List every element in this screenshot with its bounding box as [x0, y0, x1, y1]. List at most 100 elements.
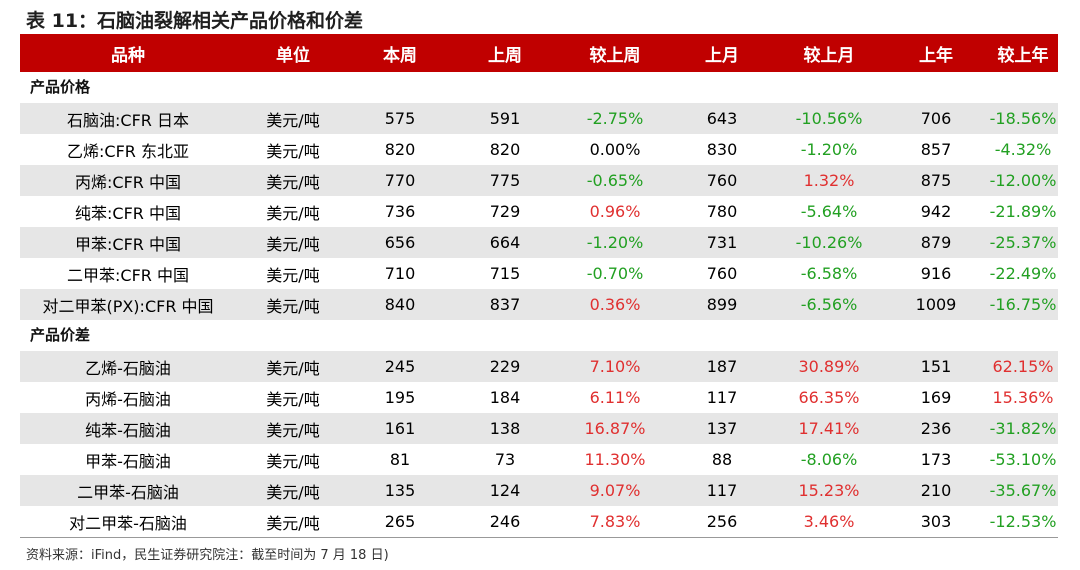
table-row: 对二甲苯(PX):CFR 中国 美元/吨 840 837 0.36% 899 -6.56% 1… [20, 289, 1058, 320]
cell-vs-last-month: -10.26% [795, 233, 863, 252]
cell-unit: 美元/吨 [266, 265, 320, 285]
cell-vs-last-week: 0.00% [589, 140, 641, 159]
cell-vs-last-week: 7.10% [589, 357, 641, 376]
cell-vs-last-week: 16.87% [584, 419, 646, 438]
cell-vs-last-month: -10.56% [795, 109, 863, 128]
cell-variety: 纯苯:CFR 中国 [75, 203, 181, 223]
table-header: 品种 单位 本周 上周 较上周 上月 较上月 上年 较上年 [20, 34, 1058, 72]
cell-vs-last-week: -1.20% [586, 233, 644, 252]
cell-last-year: 169 [920, 388, 952, 407]
cell-variety: 二甲苯:CFR 中国 [67, 265, 189, 285]
cell-last-year: 942 [920, 202, 952, 221]
cell-last-year: 151 [920, 357, 952, 376]
cell-vs-last-month: 1.32% [803, 171, 855, 190]
cell-vs-last-month: -1.20% [800, 140, 858, 159]
header-unit: 单位 [276, 45, 310, 66]
cell-unit: 美元/吨 [266, 451, 320, 471]
cell-vs-last-month: -6.58% [800, 264, 858, 283]
cell-this-week: 656 [384, 233, 416, 252]
cell-last-week: 246 [489, 512, 521, 531]
cell-vs-last-year: -18.56% [989, 109, 1057, 128]
cell-vs-last-year: 62.15% [992, 357, 1054, 376]
cell-last-week: 664 [489, 233, 521, 252]
cell-last-month: 643 [706, 109, 738, 128]
cell-last-week: 729 [489, 202, 521, 221]
section-title-spreads: 产品价差 [30, 326, 91, 344]
cell-unit: 美元/吨 [266, 389, 320, 409]
cell-last-month: 256 [706, 512, 738, 531]
table-row: 甲苯:CFR 中国 美元/吨 656 664 -1.20% 731 -10.26% 879 -2… [20, 227, 1058, 258]
cell-vs-last-year: -22.49% [989, 264, 1057, 283]
cell-vs-last-month: -6.56% [800, 295, 858, 314]
cell-vs-last-month: 3.46% [803, 512, 855, 531]
cell-vs-last-week: -0.70% [586, 264, 644, 283]
table-row: 乙烯-石脑油 美元/吨 245 229 7.10% 187 30.89% 151 62.15% [20, 351, 1058, 382]
cell-unit: 美元/吨 [266, 420, 320, 440]
table-row: 二甲苯:CFR 中国 美元/吨 710 715 -0.70% 760 -6.58% 916 -2… [20, 258, 1058, 289]
cell-last-week: 73 [494, 450, 516, 469]
cell-this-week: 710 [384, 264, 416, 283]
cell-this-week: 575 [384, 109, 416, 128]
cell-variety: 丙烯:CFR 中国 [75, 172, 181, 192]
cell-vs-last-week: 0.96% [589, 202, 641, 221]
cell-last-week: 715 [489, 264, 521, 283]
cell-vs-last-week: 7.83% [589, 512, 641, 531]
spreads-body: 乙烯-石脑油 美元/吨 245 229 7.10% 187 30.89% 151 62.15% 丙… [20, 351, 1058, 538]
header-vs-last-year: 较上年 [997, 45, 1049, 66]
cell-vs-last-month: 15.23% [798, 481, 860, 500]
cell-last-month: 899 [706, 295, 738, 314]
cell-vs-last-month: 66.35% [798, 388, 860, 407]
cell-unit: 美元/吨 [266, 172, 320, 192]
cell-last-week: 591 [489, 109, 521, 128]
data-table: 品种 单位 本周 上周 较上周 上月 较上月 上年 较上年 产品价格 石脑油:C… [20, 34, 1058, 538]
table-row: 纯苯:CFR 中国 美元/吨 736 729 0.96% 780 -5.64% 942 -21.… [20, 196, 1058, 227]
cell-variety: 对二甲苯(PX):CFR 中国 [42, 296, 214, 316]
cell-last-year: 1009 [915, 295, 957, 314]
cell-vs-last-week: 6.11% [589, 388, 641, 407]
cell-vs-last-week: 9.07% [589, 481, 641, 500]
cell-unit: 美元/吨 [266, 358, 320, 378]
cell-unit: 美元/吨 [266, 203, 320, 223]
table-caption: 表 11：石脑油裂解相关产品价格和价差 [26, 10, 364, 32]
cell-variety: 对二甲苯-石脑油 [69, 513, 187, 533]
table-row: 乙烯:CFR 东北亚 美元/吨 820 820 0.00% 830 -1.20% 857 -4.… [20, 134, 1058, 165]
table-row: 石脑油:CFR 日本 美元/吨 575 591 -2.75% 643 -10.56% 706 -… [20, 103, 1058, 134]
cell-last-year: 875 [920, 171, 952, 190]
cell-variety: 乙烯:CFR 东北亚 [67, 141, 189, 161]
cell-last-year: 916 [920, 264, 952, 283]
cell-vs-last-month: -5.64% [800, 202, 858, 221]
cell-unit: 美元/吨 [266, 141, 320, 161]
cell-last-year: 706 [920, 109, 952, 128]
table-row: 纯苯-石脑油 美元/吨 161 138 16.87% 137 17.41% 236 -31.82… [20, 413, 1058, 444]
cell-vs-last-month: 17.41% [798, 419, 860, 438]
cell-last-week: 820 [489, 140, 521, 159]
cell-this-week: 820 [384, 140, 416, 159]
cell-vs-last-week: 0.36% [589, 295, 641, 314]
cell-this-week: 245 [384, 357, 416, 376]
cell-this-week: 195 [384, 388, 416, 407]
cell-variety: 丙烯-石脑油 [85, 389, 171, 409]
table-row: 二甲苯-石脑油 美元/吨 135 124 9.07% 117 15.23% 210 -35.67… [20, 475, 1058, 506]
cell-unit: 美元/吨 [266, 110, 320, 130]
cell-unit: 美元/吨 [266, 482, 320, 502]
source-note: 资料来源：iFind，民生证券研究院注：截至时间为 7 月 18 日) [26, 548, 389, 563]
cell-last-month: 88 [711, 450, 733, 469]
cell-last-week: 184 [489, 388, 521, 407]
cell-last-month: 780 [706, 202, 738, 221]
cell-vs-last-year: -25.37% [989, 233, 1057, 252]
cell-unit: 美元/吨 [266, 296, 320, 316]
cell-last-week: 837 [489, 295, 521, 314]
cell-last-week: 138 [489, 419, 521, 438]
cell-last-year: 236 [920, 419, 952, 438]
cell-this-week: 135 [384, 481, 416, 500]
table-row: 甲苯-石脑油 美元/吨 81 73 11.30% 88 -8.06% 173 -53.10% [20, 444, 1058, 475]
header-variety: 品种 [111, 45, 145, 66]
cell-last-month: 731 [706, 233, 738, 252]
cell-vs-last-year: -16.75% [989, 295, 1057, 314]
cell-variety: 石脑油:CFR 日本 [67, 110, 189, 130]
cell-variety: 甲苯:CFR 中国 [75, 234, 181, 254]
prices-body: 石脑油:CFR 日本 美元/吨 575 591 -2.75% 643 -10.56% 706-… [20, 103, 1058, 320]
table-row: 对二甲苯-石脑油 美元/吨 265 246 7.83% 256 3.46% 303 -12.53… [20, 506, 1058, 538]
section-title-prices: 产品价格 [30, 78, 91, 96]
header-last-week: 上周 [488, 45, 522, 66]
